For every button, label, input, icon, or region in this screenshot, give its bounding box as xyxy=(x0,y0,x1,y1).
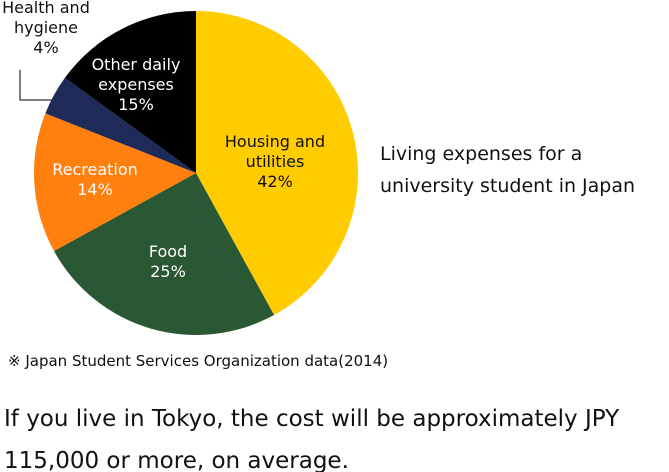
value-label: 42% xyxy=(257,172,293,191)
slice-label: Other daily expenses 15% xyxy=(81,55,191,115)
slice-label: Recreation 14% xyxy=(40,160,150,200)
note: If you live in Tokyo, the cost will be a… xyxy=(4,406,620,472)
pie-slice xyxy=(45,77,197,173)
slice-label: Health and hygiene 4% xyxy=(0,0,101,58)
pie-slice xyxy=(54,173,275,335)
category-label: Health and hygiene xyxy=(2,0,90,37)
pie-slice xyxy=(196,11,359,315)
category-label: Other daily expenses xyxy=(91,55,181,94)
pie-slice xyxy=(34,113,196,252)
slice-label: Housing and utilities 42% xyxy=(210,132,340,192)
value-label: 25% xyxy=(150,262,186,281)
category-label: Housing and utilities xyxy=(224,132,326,171)
value-label: 15% xyxy=(118,95,154,114)
source: ※ Japan Student Services Organization da… xyxy=(8,352,389,370)
leader-line xyxy=(19,70,58,101)
value-label: 4% xyxy=(33,38,59,57)
category-label: Food xyxy=(148,242,188,261)
pie-slice xyxy=(64,11,197,173)
chart-title: Living expenses for a university student… xyxy=(380,143,636,197)
category-label: Recreation xyxy=(52,160,138,179)
slice-label: Food 25% xyxy=(108,242,228,282)
value-label: 14% xyxy=(77,180,113,199)
